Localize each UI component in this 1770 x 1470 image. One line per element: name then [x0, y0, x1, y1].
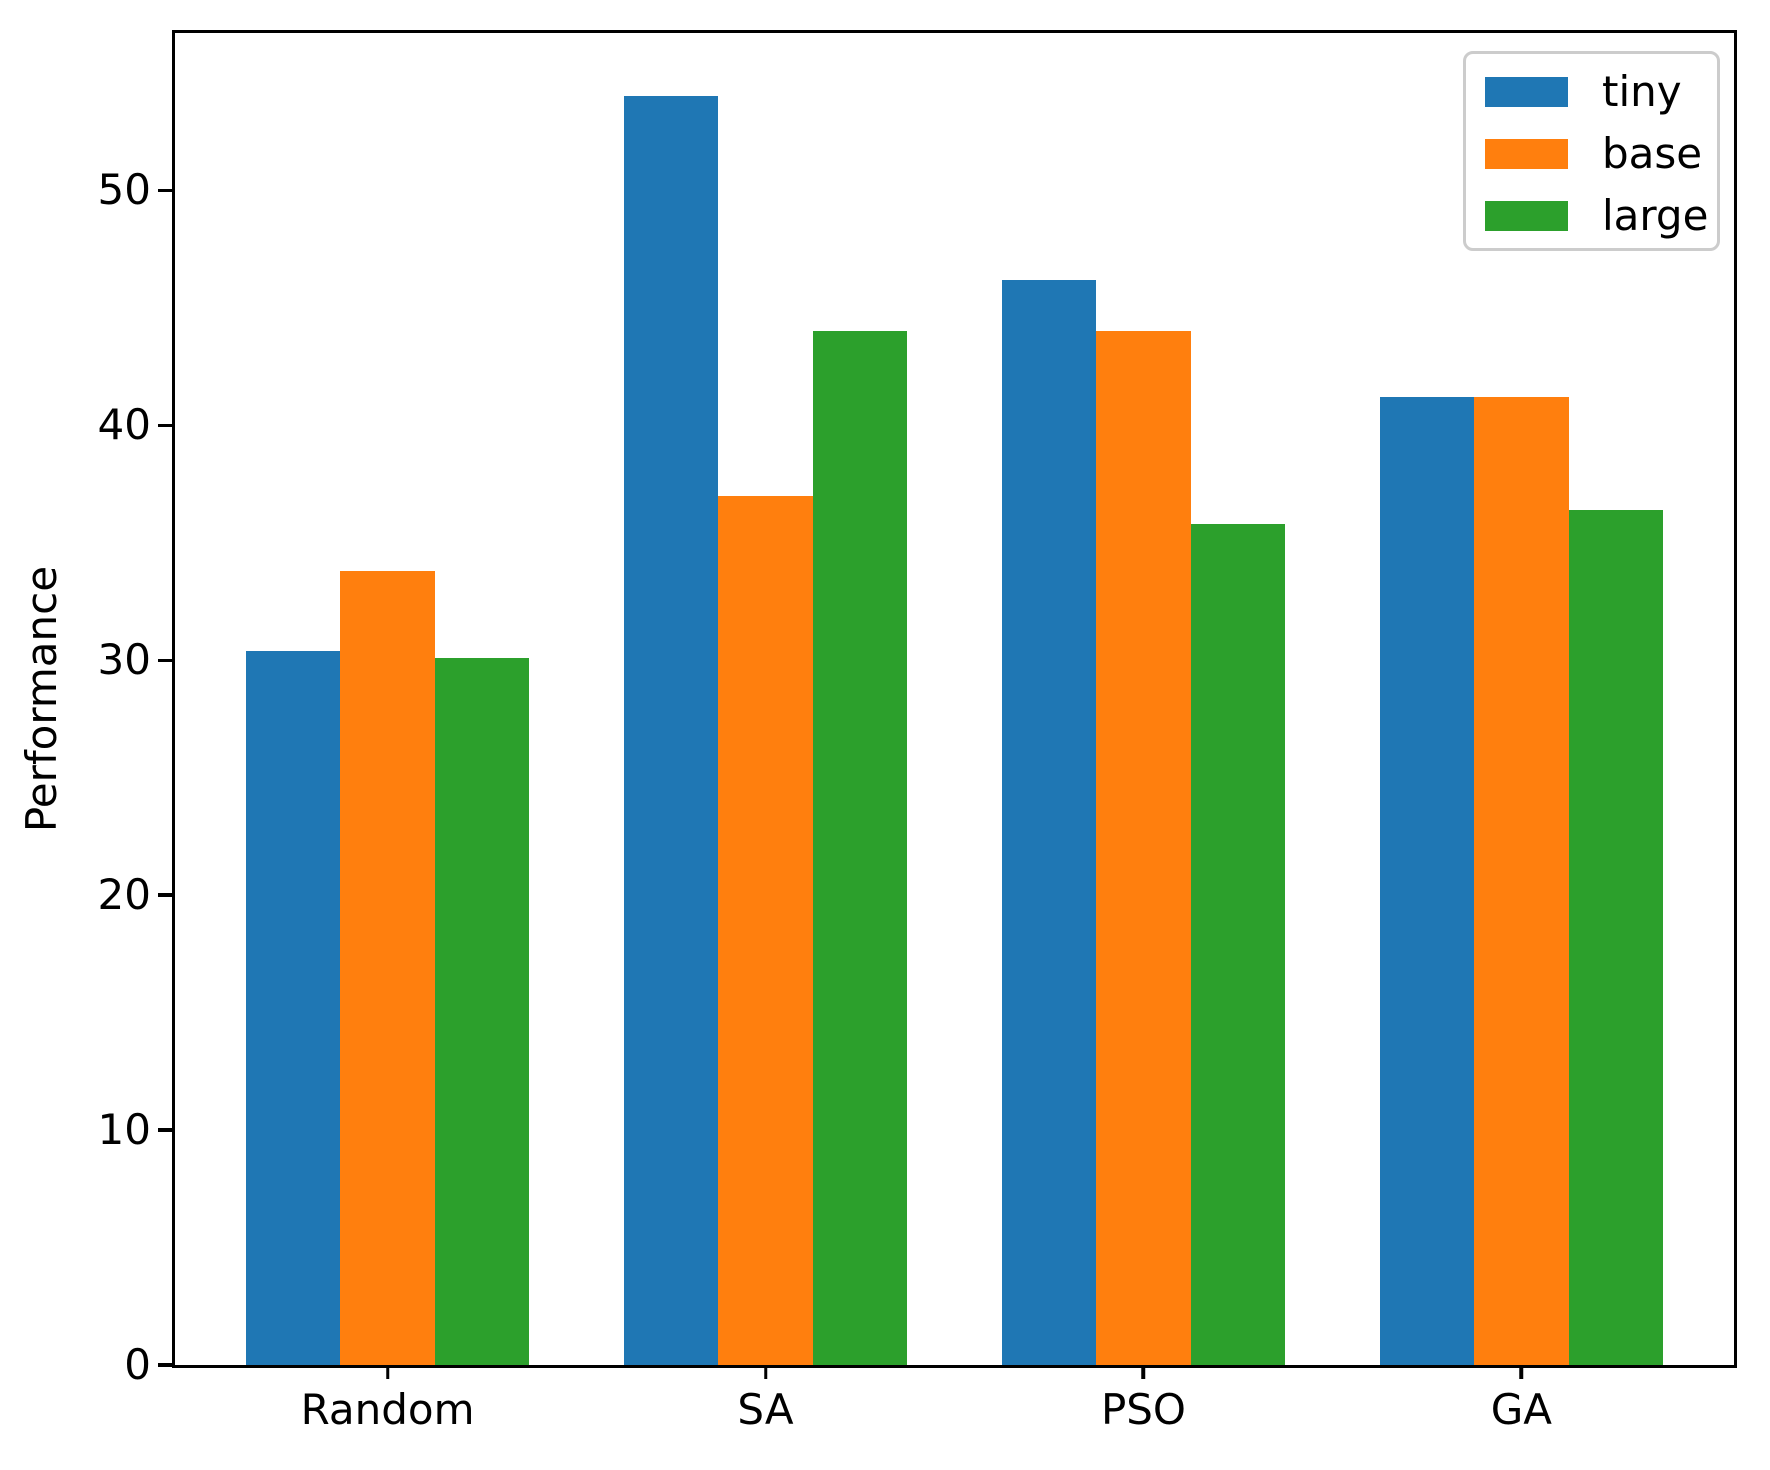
y-tick-label: 20	[97, 870, 151, 920]
y-tick-label: 50	[97, 165, 151, 215]
bar-tiny-sa	[623, 96, 719, 1365]
bar-base-sa	[718, 495, 813, 1365]
bar-large-random	[434, 657, 530, 1365]
x-tick-mark	[1141, 1365, 1146, 1379]
bar-large-sa	[812, 331, 908, 1365]
legend: tiny base large	[1463, 51, 1720, 251]
x-tick-mark	[1519, 1365, 1524, 1379]
plot-area: 0 10 20 30 40 50 Random SA PSO GA	[98, 30, 1737, 1431]
y-axis-title: Performance	[17, 565, 66, 833]
legend-row-tiny: tiny	[1485, 61, 1717, 123]
legend-swatch-large	[1485, 201, 1568, 231]
category-label-pso: PSO	[1100, 1385, 1186, 1434]
category-label-ga: GA	[1490, 1385, 1553, 1434]
category-label-random: Random	[300, 1385, 475, 1434]
y-tick-label: 0	[124, 1340, 151, 1389]
y-tick-mark	[158, 188, 175, 193]
y-axis: 0 10 20 30 40 50	[98, 33, 1734, 1386]
y-tick-mark	[158, 1128, 175, 1132]
y-tick-mark	[158, 423, 175, 428]
x-axis: Random SA PSO GA	[175, 33, 1734, 1431]
legend-label-large: large	[1602, 191, 1709, 240]
bar-base-ga	[1474, 397, 1569, 1365]
x-tick-mark	[385, 1365, 390, 1379]
bar-large-ga	[1568, 509, 1664, 1365]
y-tick-mark	[158, 893, 175, 897]
y-tick-mark	[158, 1363, 175, 1367]
bar-tiny-random	[245, 650, 341, 1365]
category-label-sa: SA	[737, 1385, 794, 1434]
x-tick-mark	[763, 1365, 768, 1379]
legend-swatch-base	[1485, 139, 1568, 169]
legend-row-large: large	[1485, 185, 1717, 247]
legend-swatch-tiny	[1485, 77, 1568, 107]
bar-base-random	[340, 570, 435, 1365]
y-tick-label: 10	[97, 1105, 151, 1155]
legend-row-base: base	[1485, 123, 1717, 185]
legend-label-tiny: tiny	[1602, 67, 1682, 116]
bar-tiny-pso	[1001, 279, 1097, 1365]
bars-layer	[175, 33, 1734, 1365]
legend-label-base: base	[1602, 129, 1703, 178]
y-tick-label: 30	[97, 635, 151, 685]
y-tick-mark	[158, 658, 175, 662]
bar-tiny-ga	[1379, 397, 1475, 1365]
bar-base-pso	[1096, 331, 1191, 1365]
y-tick-label: 40	[97, 400, 151, 450]
bar-large-pso	[1190, 523, 1286, 1365]
